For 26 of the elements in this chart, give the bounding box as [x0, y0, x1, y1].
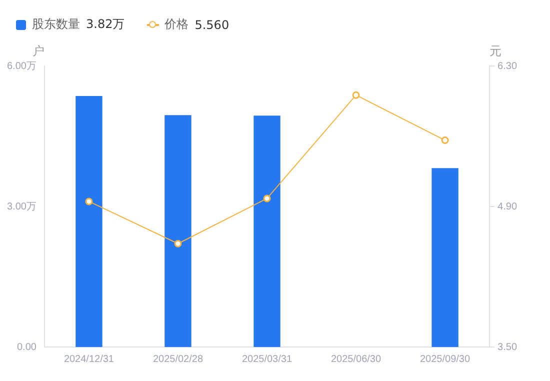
x-tick-label: 2025/02/28 [152, 354, 204, 365]
legend-label: 股东数量 [32, 16, 80, 33]
text: 3.82万 [86, 16, 125, 33]
x-tick-label: 2025/09/30 [420, 354, 470, 365]
y2-tick-label: 3.50 [498, 342, 518, 353]
point [441, 136, 449, 144]
x-tick-label: 2025/03/31 [242, 354, 292, 365]
point [263, 194, 271, 202]
point [85, 198, 93, 206]
bar [432, 168, 458, 347]
y-tick-label: 0.00 [16, 342, 37, 353]
y2-axis-title: 元 [490, 44, 502, 58]
y-tick-label: 6.00万 [6, 60, 36, 72]
bar [164, 115, 192, 347]
y2-tick-label: 6.30 [498, 60, 518, 72]
bar [254, 116, 280, 347]
legend-label: 价格 [164, 16, 189, 33]
point [352, 91, 360, 99]
x-tick-label: 2024/12/31 [64, 354, 114, 365]
bar [76, 96, 102, 347]
text: 5.560 [194, 18, 230, 32]
y-tick-label: 3.00万 [6, 201, 36, 212]
y-axis-title: 户 [32, 44, 44, 58]
point [174, 240, 182, 248]
x-tick-label: 2025/06/30 [330, 354, 382, 365]
y2-tick-label: 4.90 [498, 201, 518, 212]
